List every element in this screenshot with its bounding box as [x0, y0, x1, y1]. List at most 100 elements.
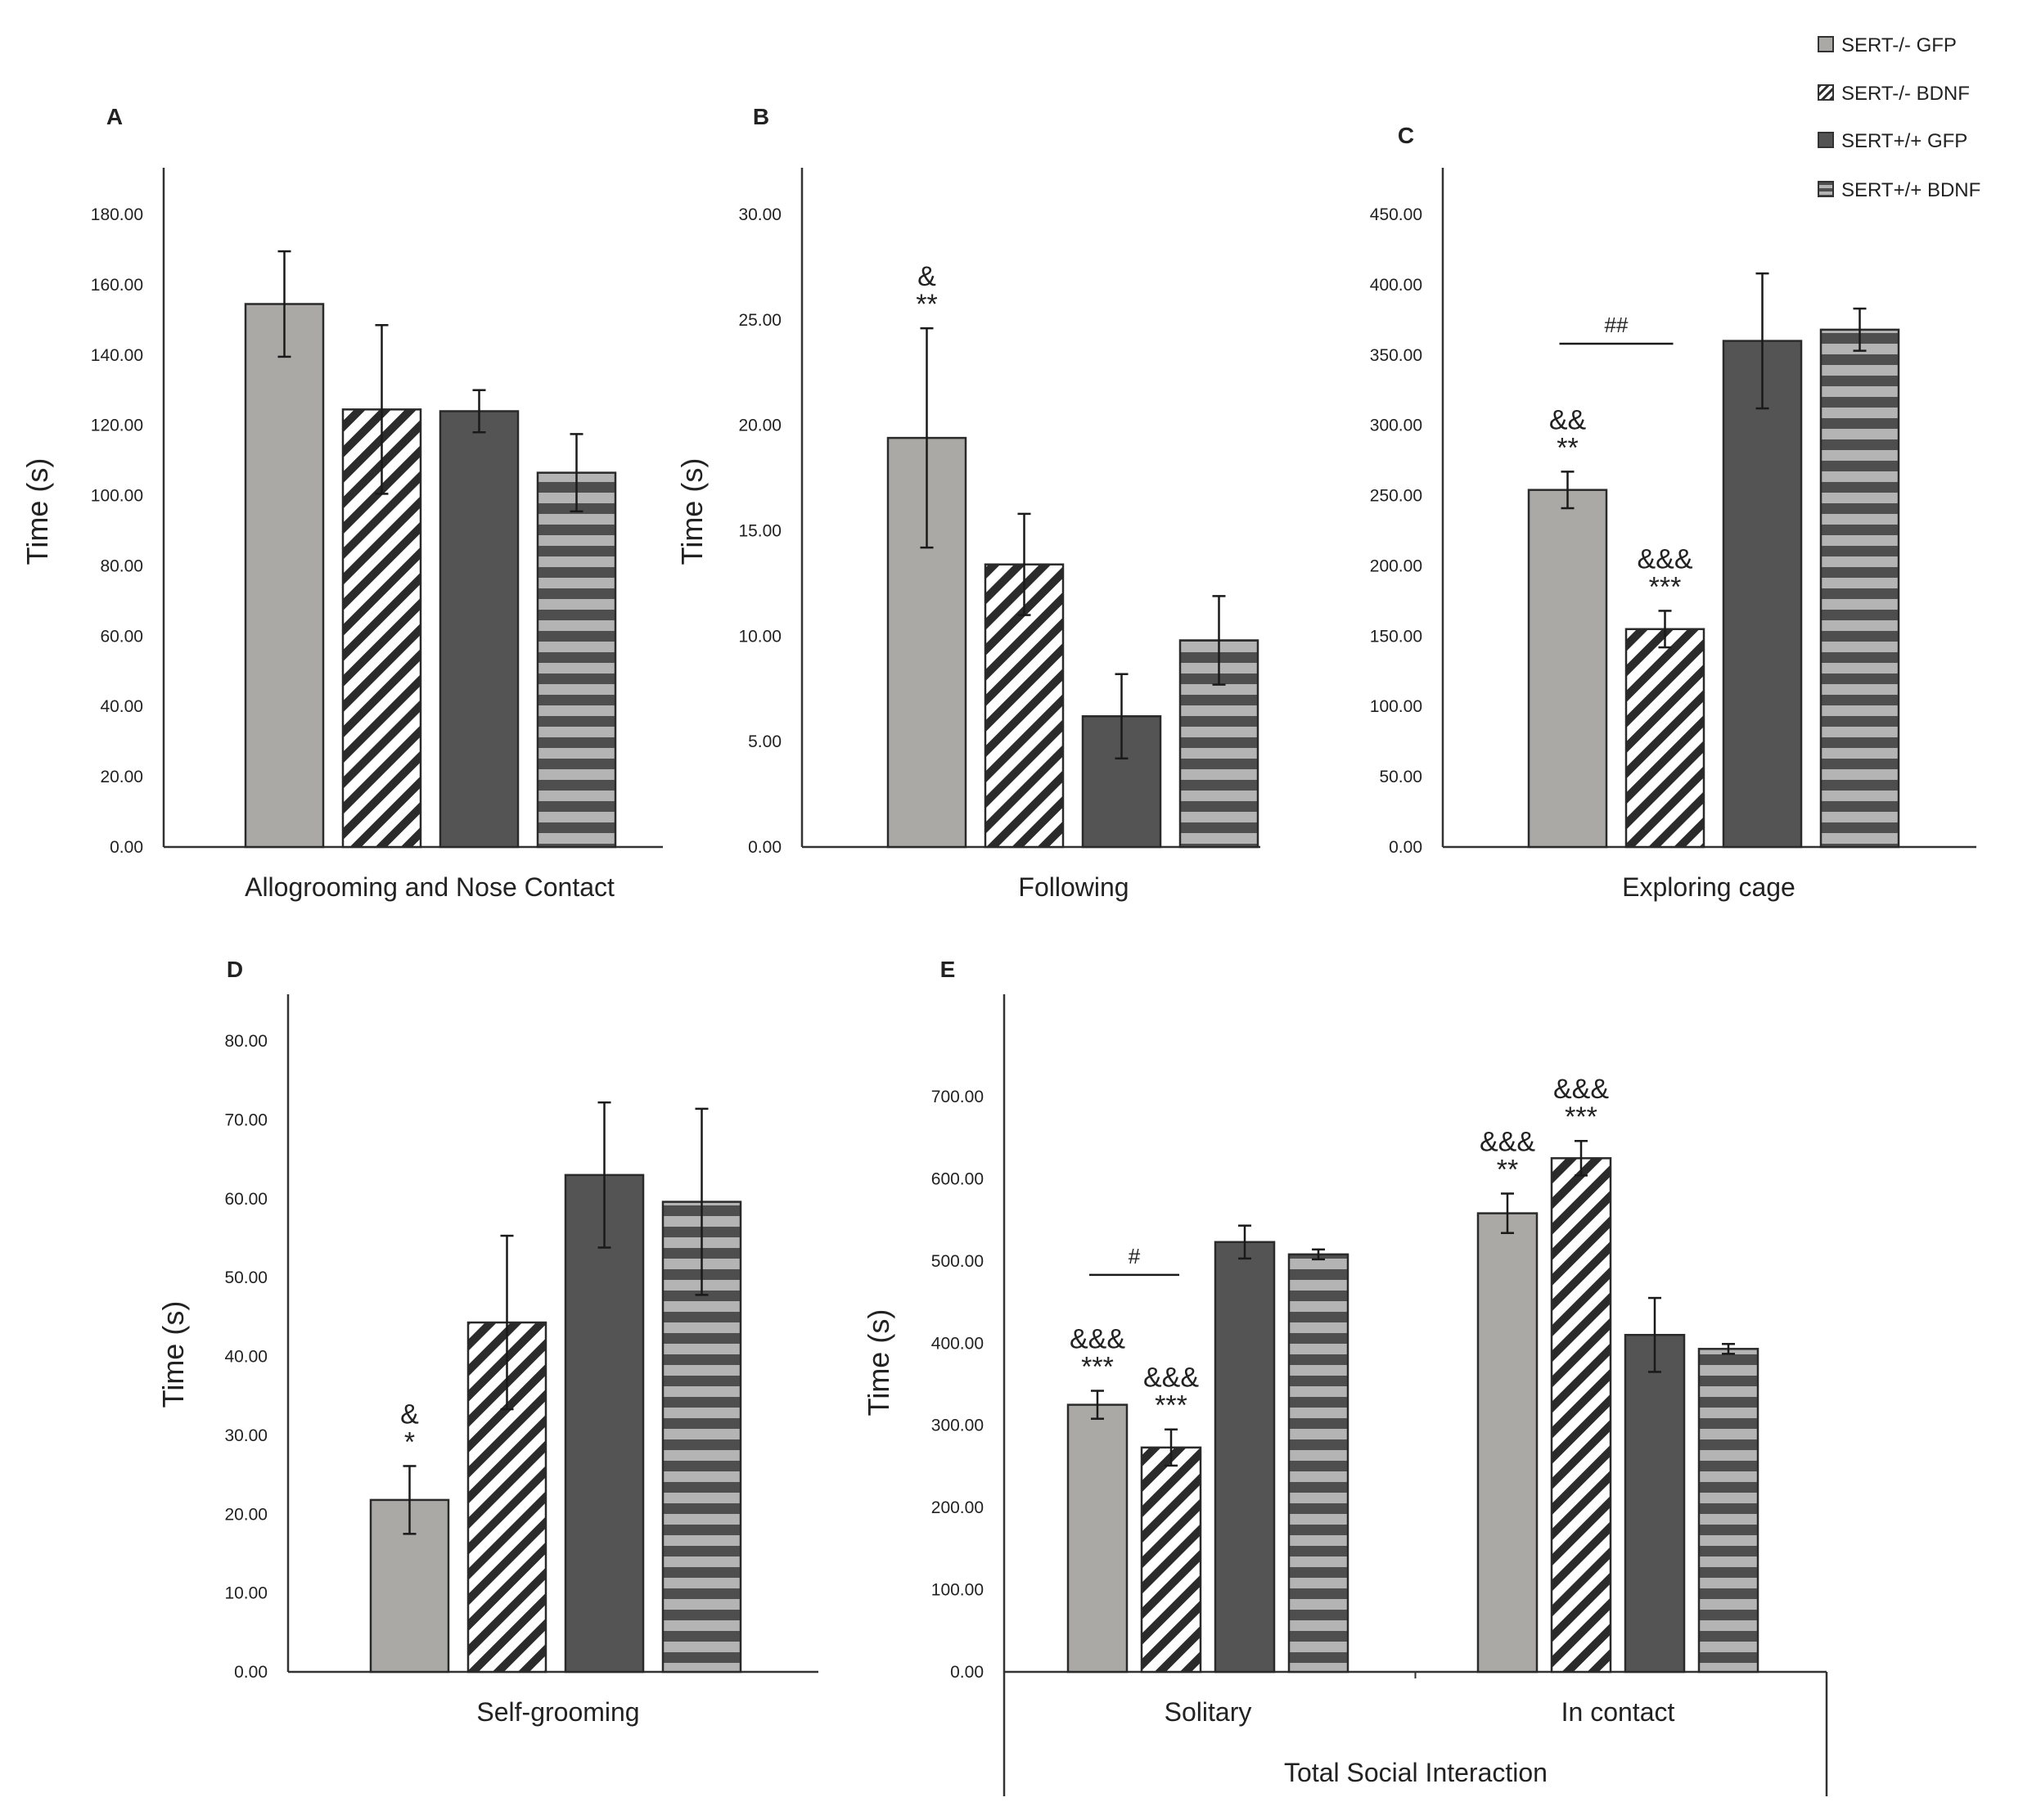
bar-sert-ko-gfp: [1476, 1212, 1539, 1674]
significance-label: &&&: [1480, 1127, 1535, 1158]
y-axis-label: Time (s): [156, 1301, 190, 1408]
legend-label: SERT+/+ GFP: [1841, 130, 1967, 152]
y-tick-label: 140.00: [91, 346, 143, 365]
y-tick-label: 20.00: [738, 417, 782, 435]
legend-entry-sert-wt-bdnf: SERT+/+ BDNF: [1818, 179, 1980, 201]
legend-label: SERT+/+ BDNF: [1841, 179, 1980, 201]
comparison-label: ##: [1605, 313, 1629, 337]
y-tick-label: 0.00: [110, 838, 143, 857]
significance-label: **: [1497, 1155, 1518, 1186]
panel-label: B: [753, 104, 769, 129]
y-tick-label: 0.00: [1389, 838, 1422, 857]
bar-sert-ko-gfp: [244, 303, 325, 849]
panel-label: D: [227, 957, 243, 982]
bar-sert-wt-gfp: [439, 410, 520, 849]
y-axis-label: Time (s): [862, 1309, 895, 1417]
legend-swatch-sert-ko-gfp: [1818, 36, 1834, 52]
y-tick-label: 40.00: [224, 1348, 268, 1367]
bar-sert-wt-gfp: [1624, 1333, 1686, 1674]
y-tick-label: 20.00: [224, 1505, 268, 1524]
significance-label: *: [404, 1426, 415, 1457]
legend-label: SERT-/- GFP: [1841, 34, 1957, 56]
bar-sert-ko-gfp: [1527, 489, 1608, 849]
y-tick-label: 60.00: [100, 627, 143, 646]
category-label: Solitary: [1165, 1697, 1252, 1727]
y-tick-label: 20.00: [100, 768, 143, 786]
y-tick-label: 100.00: [91, 487, 143, 506]
y-tick-label: 70.00: [224, 1110, 268, 1129]
significance-label: &&&: [1070, 1324, 1125, 1355]
y-tick-label: 0.00: [748, 838, 782, 857]
bar-sert-wt-bdnf: [536, 471, 617, 849]
bar-sert-wt-gfp: [564, 1174, 645, 1674]
panel-a: A 0.00 20.00 40.00 60.00 80.00 100.00 120.00 140…: [20, 104, 663, 902]
x-axis-label: Following: [1018, 872, 1129, 902]
legend-label: SERT-/- BDNF: [1841, 83, 1970, 105]
y-tick-label: 600.00: [931, 1169, 984, 1188]
y-tick-label: 5.00: [748, 732, 782, 751]
y-tick-label: 0.00: [950, 1663, 984, 1682]
significance-label: ***: [1155, 1390, 1187, 1421]
y-tick-label: 10.00: [738, 627, 782, 646]
y-tick-label: 40.00: [100, 697, 143, 716]
y-tick-label: 160.00: [91, 276, 143, 295]
x-axis-label: Exploring cage: [1622, 872, 1795, 902]
significance-label: ***: [1649, 571, 1682, 602]
y-tick-label: 400.00: [931, 1334, 984, 1353]
y-tick-label: 80.00: [100, 556, 143, 575]
bar-sert-wt-bdnf: [1819, 328, 1900, 849]
legend-entry-sert-ko-bdnf: SERT-/- BDNF: [1818, 83, 1970, 105]
y-tick-label: 80.00: [224, 1032, 268, 1051]
legend-swatch-sert-ko-bdnf: [1818, 84, 1834, 101]
panel-c: C 0.00 50.00 100.00 150.00 200.00 250.00 300.00…: [1370, 123, 1976, 902]
category-label: In contact: [1561, 1697, 1675, 1727]
y-tick-label: 150.00: [1370, 627, 1422, 646]
y-tick-label: 15.00: [738, 522, 782, 541]
significance-label: &: [400, 1399, 419, 1430]
significance-label: **: [1557, 432, 1578, 463]
significance-label: ***: [1081, 1352, 1114, 1383]
comparison-label: #: [1129, 1244, 1141, 1268]
y-axis-label: Time (s): [675, 458, 709, 565]
panel-b: B 0.00 5.00 10.00 15.00 20.00 25.00 30.00 Time (…: [675, 104, 1260, 902]
bar-sert-ko-bdnf: [1624, 628, 1705, 849]
y-tick-label: 200.00: [931, 1498, 984, 1517]
bar-sert-wt-bdnf: [1697, 1348, 1759, 1674]
y-tick-label: 250.00: [1370, 487, 1422, 506]
legend-entry-sert-ko-gfp: SERT-/- GFP: [1818, 34, 1957, 56]
panel-d: D 0.00 10.00 20.00 30.00 40.00 50.00 60.00 70.00…: [156, 957, 818, 1727]
y-tick-label: 50.00: [224, 1268, 268, 1287]
y-tick-label: 300.00: [931, 1417, 984, 1435]
y-tick-label: 100.00: [1370, 697, 1422, 716]
panels: A 0.00 20.00 40.00 60.00 80.00 100.00 120.00 140…: [20, 104, 1976, 1796]
bar-sert-wt-bdnf: [661, 1201, 742, 1674]
y-tick-label: 100.00: [931, 1581, 984, 1600]
panel-label: A: [106, 104, 123, 129]
bar-sert-ko-bdnf: [1140, 1446, 1202, 1674]
significance-label: &&&: [1553, 1074, 1609, 1105]
significance-label: ***: [1565, 1101, 1597, 1133]
significance-label: &&: [1549, 404, 1587, 435]
bar-sert-wt-gfp: [1214, 1241, 1276, 1674]
bar-sert-wt-gfp: [1722, 340, 1803, 849]
y-tick-label: 10.00: [224, 1584, 268, 1603]
x-axis-label: Allogrooming and Nose Contact: [245, 872, 615, 902]
significance-label: &: [917, 261, 936, 292]
y-tick-label: 120.00: [91, 417, 143, 435]
y-tick-label: 300.00: [1370, 417, 1422, 435]
y-tick-label: 30.00: [224, 1426, 268, 1445]
y-axis-label: Time (s): [20, 458, 54, 565]
y-tick-label: 0.00: [234, 1663, 268, 1682]
y-tick-label: 500.00: [931, 1252, 984, 1271]
y-tick-label: 50.00: [1379, 768, 1422, 786]
y-tick-label: 400.00: [1370, 276, 1422, 295]
legend-entry-sert-wt-gfp: SERT+/+ GFP: [1818, 130, 1967, 152]
y-tick-label: 30.00: [738, 205, 782, 224]
bar-sert-wt-bdnf: [1287, 1253, 1349, 1674]
panel-e: E 0.00 100.00 200.00 300.00 400.00 500.00 600.0…: [862, 957, 1828, 1796]
bar-sert-ko-bdnf: [1550, 1157, 1612, 1674]
y-tick-label: 25.00: [738, 311, 782, 330]
y-tick-label: 60.00: [224, 1190, 268, 1209]
legend: SERT-/- GFP SERT-/- BDNF SERT+/+ GFP SER…: [1818, 34, 1980, 201]
